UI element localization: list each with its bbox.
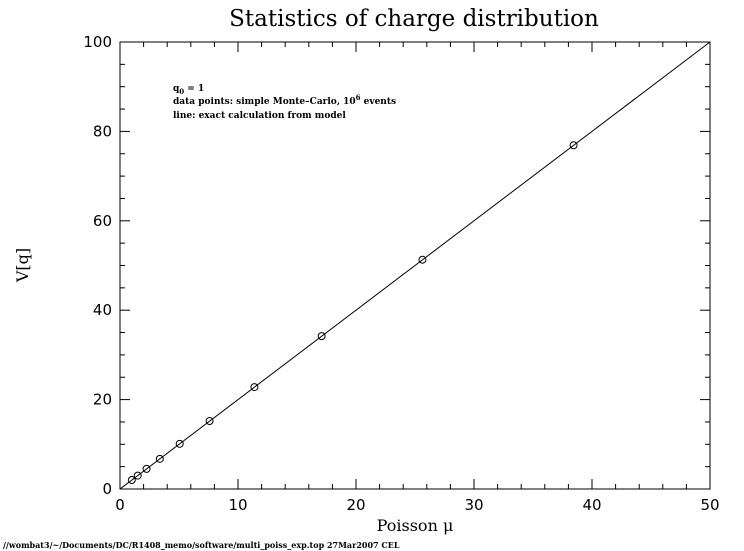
annotation-line: line: exact calculation from model: [173, 111, 346, 121]
x-tick-label: 10: [228, 496, 247, 514]
y-tick-label: 20: [93, 391, 112, 409]
y-tick-label: 40: [93, 301, 112, 319]
data-point: [205, 417, 214, 426]
x-tick-label: 30: [464, 496, 483, 514]
data-point: [133, 471, 142, 480]
model-line: [119, 41, 711, 490]
x-tick-label: 40: [582, 496, 601, 514]
annotations: q0 = 1 data points: simple Monte–Carlo, …: [173, 84, 396, 121]
x-tick-label: 20: [346, 496, 365, 514]
annotation-data-points: data points: simple Monte–Carlo, 106 eve…: [173, 93, 396, 107]
data-point: [418, 255, 427, 264]
data-point: [250, 383, 259, 392]
x-tick-label: 50: [700, 496, 719, 514]
y-tick-label: 100: [83, 33, 112, 51]
data-point: [175, 439, 184, 448]
data-point: [142, 464, 151, 473]
data-points: [127, 141, 578, 485]
axis-ticks: [119, 41, 711, 490]
footer-path: //wombat3/~/Documents/DC/R1408_memo/soft…: [3, 540, 400, 550]
axis-tick-labels: 0 10 20 30 40 50 0 20 40 60 80 100: [83, 33, 719, 514]
data-point: [317, 332, 326, 341]
y-tick-label: 80: [93, 122, 112, 140]
y-tick-label: 0: [102, 480, 112, 498]
data-point: [569, 141, 578, 150]
x-axis-label: Poisson μ: [377, 516, 454, 535]
chart-title: Statistics of charge distribution: [229, 6, 599, 32]
x-tick-label: 0: [115, 496, 125, 514]
y-axis-label: V[q]: [13, 248, 32, 283]
data-point: [155, 454, 164, 463]
annotation-q0: q0 = 1: [173, 84, 204, 96]
data-point: [127, 476, 136, 485]
y-tick-label: 60: [93, 212, 112, 230]
